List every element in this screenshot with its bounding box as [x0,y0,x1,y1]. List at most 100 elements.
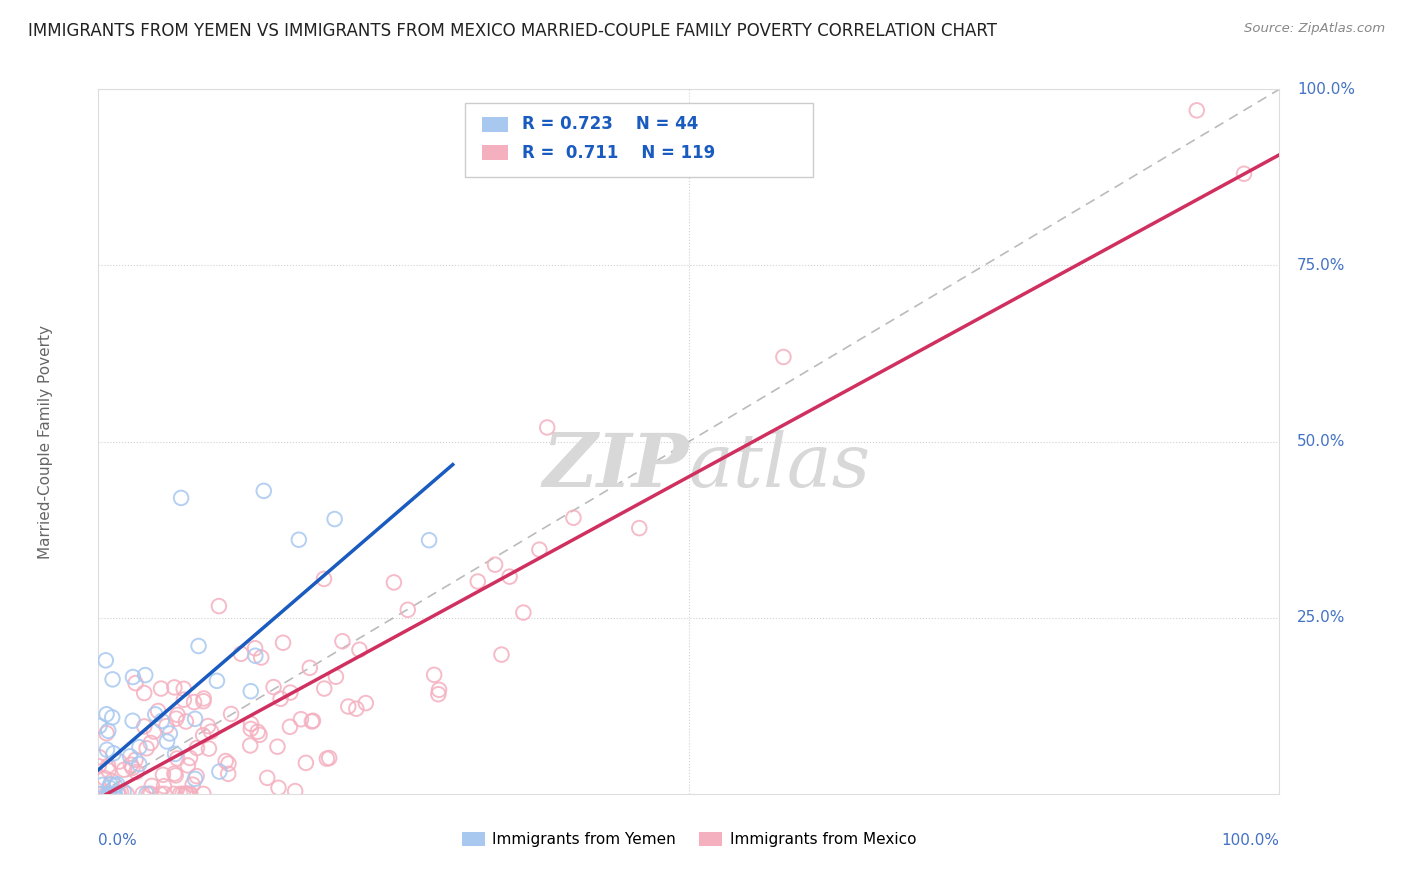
Point [163,766,186,780]
Point [219,706,242,721]
Point [253,483,276,498]
Point [423,668,446,682]
Point [332,634,354,648]
Point [150,681,173,696]
Point [173,681,195,696]
Point [163,747,186,761]
Point [239,684,262,698]
Point [536,420,558,434]
Point [107,787,129,801]
Point [146,704,169,718]
Point [562,510,585,524]
Point [278,720,301,734]
Point [249,728,271,742]
Point [184,712,207,726]
Point [91,778,114,792]
Point [173,692,195,706]
Point [239,739,262,753]
Point [298,661,321,675]
Point [170,491,193,505]
Point [98,780,121,795]
Point [301,714,323,729]
Point [337,699,360,714]
Point [208,599,231,613]
Point [176,787,198,801]
Point [628,521,651,535]
Point [187,639,209,653]
Point [89,750,111,764]
Point [179,787,201,801]
Point [772,350,794,364]
Point [96,787,118,801]
Point [138,787,160,801]
Text: 75.0%: 75.0% [1298,258,1346,273]
Point [245,648,267,663]
Point [105,777,128,791]
Point [121,761,143,775]
Point [134,719,156,733]
Text: IMMIGRANTS FROM YEMEN VS IMMIGRANTS FROM MEXICO MARRIED-COUPLE FAMILY POVERTY CO: IMMIGRANTS FROM YEMEN VS IMMIGRANTS FROM… [28,22,997,40]
Point [418,533,440,548]
Point [128,757,150,772]
Point [134,686,156,700]
Point [266,739,288,754]
Point [101,787,124,801]
Point [104,779,127,793]
Point [97,787,120,801]
Text: R = 0.723    N = 44: R = 0.723 N = 44 [523,115,699,134]
Point [512,606,534,620]
Point [96,726,118,740]
Point [191,728,214,742]
Point [101,710,124,724]
Point [97,764,120,778]
Point [97,723,120,738]
Point [193,694,215,708]
Point [96,707,118,722]
Point [87,759,110,773]
Point [239,716,262,731]
Point [152,768,174,782]
Point [96,742,118,756]
Point [314,681,336,696]
Point [312,572,335,586]
Text: 100.0%: 100.0% [1222,832,1279,847]
Point [135,787,157,801]
Point [193,691,215,706]
Point [218,756,240,771]
Point [156,734,179,748]
Point [267,780,290,795]
Point [280,685,302,699]
Point [325,670,347,684]
Point [186,769,208,783]
Point [141,779,163,793]
Point [153,787,176,801]
Point [239,722,262,736]
Bar [482,117,508,132]
Point [217,767,239,781]
Point [1185,103,1208,118]
Text: R =  0.711    N = 119: R = 0.711 N = 119 [523,144,716,161]
Point [382,575,405,590]
Point [208,764,231,779]
Point [97,759,120,773]
Point [112,763,135,777]
Point [93,771,115,785]
Point [125,764,148,779]
Point [427,687,450,701]
Point [150,714,173,728]
Point [396,603,419,617]
Point [112,785,135,799]
Point [134,668,156,682]
Point [153,779,176,793]
Point [200,724,222,739]
Point [166,751,188,765]
Point [270,691,292,706]
Point [246,724,269,739]
Point [284,784,307,798]
Point [87,787,110,801]
Point [243,641,266,656]
Point [107,787,129,801]
Point [89,719,111,733]
Point [184,772,207,786]
Point [1233,167,1256,181]
